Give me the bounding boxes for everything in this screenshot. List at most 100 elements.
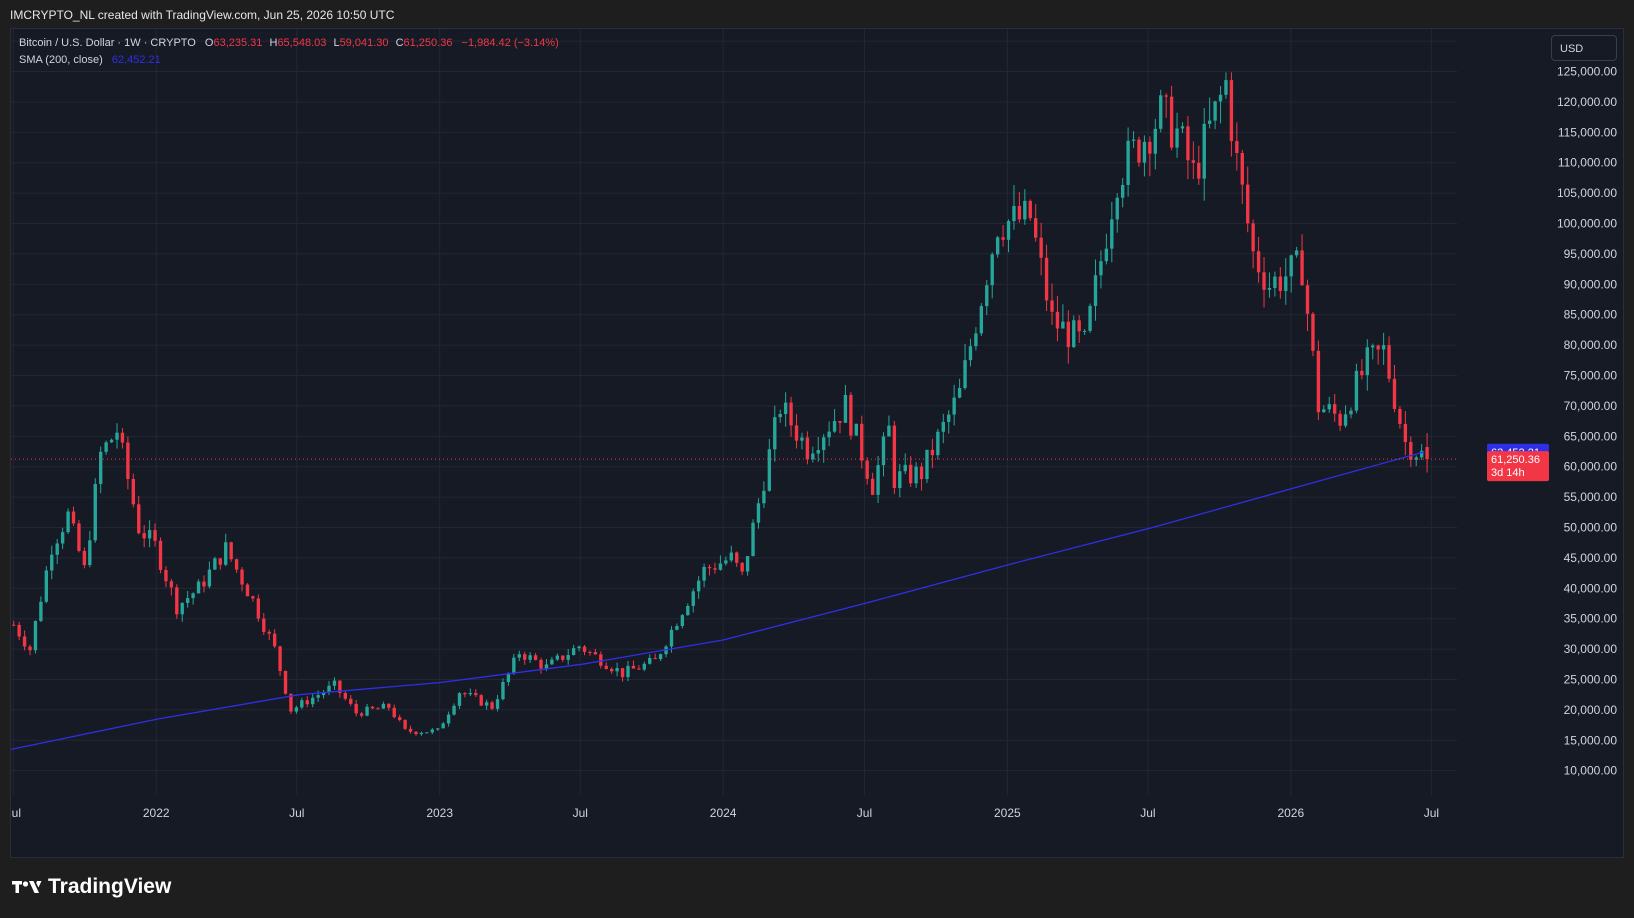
candle-body[interactable] [1099,261,1103,276]
candle-body[interactable] [1316,350,1321,413]
candle-body[interactable] [990,254,994,286]
candle-body[interactable] [71,511,76,524]
candle-body[interactable] [115,432,119,440]
candle-body[interactable] [615,668,619,672]
candle-body[interactable] [490,702,494,709]
candle-body[interactable] [593,652,598,655]
candle-body[interactable] [55,543,59,555]
candle-body[interactable] [718,563,723,570]
candle-body[interactable] [854,423,858,436]
candle-body[interactable] [533,655,538,660]
candle-body[interactable] [1392,378,1397,409]
candle-body[interactable] [908,464,913,484]
candle-body[interactable] [1387,345,1391,379]
candle-body[interactable] [800,437,804,441]
candle-body[interactable] [82,550,87,566]
candle-body[interactable] [653,657,657,660]
candle-body[interactable] [898,471,902,489]
candle-body[interactable] [1273,276,1277,289]
candle-body[interactable] [224,542,228,565]
candle-body[interactable] [523,654,527,660]
candle-body[interactable] [539,659,543,669]
candle-body[interactable] [1343,414,1348,426]
candle-body[interactable] [1126,140,1130,185]
candle-body[interactable] [1267,288,1272,290]
candle-body[interactable] [234,559,239,570]
candle-body[interactable] [642,663,646,670]
candle-body[interactable] [865,460,869,479]
candle-body[interactable] [1131,139,1136,141]
candle-body[interactable] [1213,101,1217,121]
candle-body[interactable] [876,465,880,495]
candle-body[interactable] [479,695,483,706]
candle-body[interactable] [446,714,451,724]
candle-body[interactable] [142,533,146,539]
candle-body[interactable] [1148,141,1152,154]
candle-body[interactable] [1256,251,1261,273]
candle-body[interactable] [887,425,891,437]
candle-body[interactable] [441,723,445,729]
candle-body[interactable] [1050,300,1054,312]
candle-body[interactable] [1305,285,1310,314]
candle-body[interactable] [1159,95,1163,129]
candle-body[interactable] [1023,200,1027,220]
candle-body[interactable] [349,698,353,704]
candle-body[interactable] [169,581,174,588]
candle-body[interactable] [512,657,516,674]
candle-body[interactable] [1142,141,1147,163]
candle-body[interactable] [892,425,897,489]
candle-body[interactable] [919,466,924,480]
candle-body[interactable] [783,402,788,414]
candle-body[interactable] [354,703,358,714]
candle-body[interactable] [251,596,255,599]
candle-body[interactable] [262,618,266,632]
candle-body[interactable] [1376,345,1380,350]
candle-body[interactable] [120,432,125,443]
candle-body[interactable] [952,397,956,415]
candle-body[interactable] [914,466,918,484]
candle-body[interactable] [1403,423,1408,443]
candle-body[interactable] [321,692,326,696]
candle-body[interactable] [408,728,413,732]
candle-body[interactable] [702,566,706,581]
candle-body[interactable] [762,490,766,504]
candle-body[interactable] [599,654,603,666]
candle-body[interactable] [582,646,587,652]
candle-body[interactable] [1414,457,1418,460]
candle-body[interactable] [1278,276,1283,291]
candle-body[interactable] [1311,313,1315,351]
candle-body[interactable] [1066,321,1071,348]
candle-body[interactable] [39,601,43,621]
candle-body[interactable] [1360,370,1364,376]
candle-body[interactable] [12,624,16,626]
candle-body[interactable] [626,665,630,678]
candle-body[interactable] [1333,404,1337,414]
sma-label[interactable]: SMA (200, close) [19,54,103,66]
candle-body[interactable] [620,668,625,678]
candle-body[interactable] [1251,223,1255,252]
candle-body[interactable] [376,708,380,710]
candle-body[interactable] [550,659,554,665]
candle-body[interactable] [1381,345,1386,350]
candle-body[interactable] [1365,347,1369,376]
candle-body[interactable] [256,598,261,619]
candle-body[interactable] [397,717,402,720]
candle-body[interactable] [1120,184,1125,198]
candle-body[interactable] [1425,447,1429,460]
candle-body[interactable] [794,425,799,441]
sma-line[interactable] [11,451,1425,751]
candle-body[interactable] [838,421,842,423]
candle-body[interactable] [403,719,407,729]
candle-body[interactable] [751,522,755,557]
candle-body[interactable] [1197,162,1201,179]
candle-body[interactable] [756,503,761,523]
candle-body[interactable] [60,532,65,544]
candle-body[interactable] [1082,330,1087,332]
candle-body[interactable] [436,728,440,730]
candle-body[interactable] [789,402,793,426]
candle-body[interactable] [1088,305,1092,331]
candle-body[interactable] [658,654,663,660]
candle-body[interactable] [1354,370,1359,411]
candle-body[interactable] [1218,94,1223,102]
candle-body[interactable] [1044,257,1049,301]
